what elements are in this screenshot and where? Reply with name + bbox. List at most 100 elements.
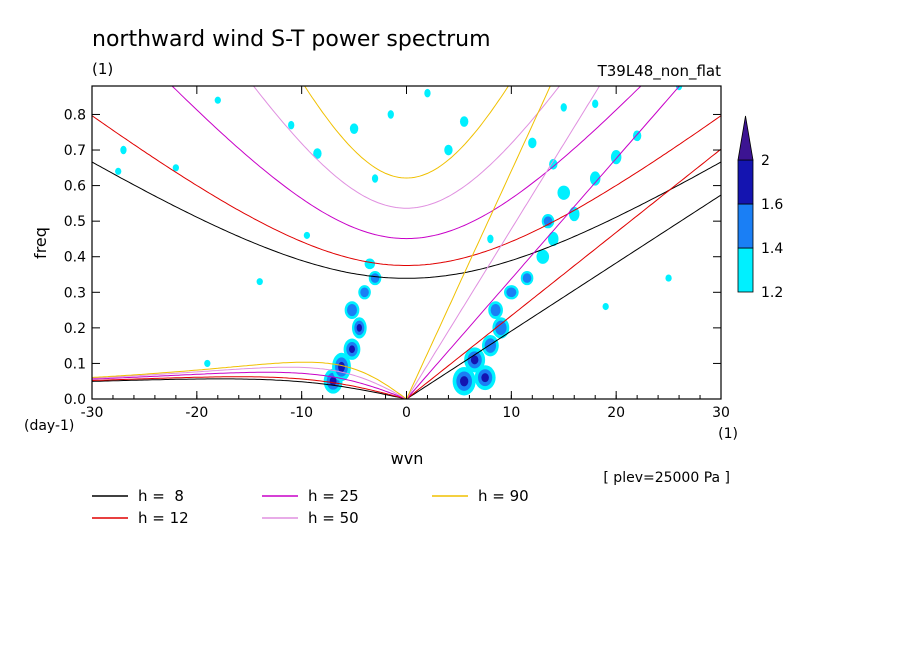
contour-blob (256, 278, 263, 286)
plot-frame (91, 85, 722, 400)
contour-blob (548, 231, 559, 247)
contour-blob (459, 116, 469, 127)
spectrum-contours (115, 86, 683, 396)
colorbar-segment (737, 159, 754, 205)
colorbar-label: 1.2 (761, 285, 783, 301)
x-tick-label: -30 (81, 405, 104, 421)
y-tick-label: 0.1 (64, 356, 86, 372)
dispersion-curves (92, 86, 721, 399)
ig-curve (252, 86, 561, 209)
rossby-curve (92, 376, 407, 399)
contour-blob (371, 174, 379, 183)
contour-blob (484, 338, 497, 353)
contour-blob (120, 145, 127, 155)
chart-title: northward wind S-T power spectrum (92, 27, 491, 52)
contour-blob (360, 287, 369, 298)
contour-blob (346, 304, 357, 317)
contour-blob (487, 234, 494, 244)
y-unit-label: (day-1) (24, 418, 74, 434)
legend-label: h = 90 (478, 487, 529, 505)
y-tick-label: 0.0 (64, 392, 86, 408)
contour-blob (424, 88, 431, 98)
legend-label: h = 50 (308, 509, 359, 527)
x-axis-label: wvn (391, 449, 424, 468)
legend: h = 8 h = 12 h = 25 h = 50 h = 90 (92, 487, 529, 527)
contour-blob (460, 376, 469, 387)
contour-blob (632, 130, 642, 142)
rossby-curve (92, 378, 407, 399)
contour-blob (356, 324, 362, 332)
kelvin-curve (406, 86, 601, 399)
units-label: (1) (92, 60, 113, 78)
x-tick-label: 30 (712, 405, 730, 421)
contour-blob (338, 361, 345, 373)
y-tick-label: 0.6 (64, 179, 86, 195)
ig-curve (92, 161, 721, 279)
rossby-curve (92, 366, 407, 399)
ig-curve (92, 115, 721, 266)
rossby-curve (92, 361, 407, 399)
contour-blob (313, 148, 322, 159)
ig-curve (171, 86, 642, 240)
x-tick-label: -10 (290, 405, 313, 421)
contour-blob (204, 359, 211, 367)
legend-label: h = 12 (138, 509, 189, 527)
contour-blob (444, 144, 453, 156)
y-tick-label: 0.3 (64, 285, 86, 301)
contour-blob (536, 249, 550, 264)
x-axis: -30 -20 -10 0 10 20 30 (81, 86, 730, 421)
y-axis: 0.0 0.1 0.2 0.3 0.4 0.5 0.6 0.7 0.8 (64, 107, 721, 408)
x-tick-label: -20 (185, 405, 208, 421)
y-tick-label: 0.8 (64, 107, 86, 123)
contour-blob (549, 158, 558, 170)
y-tick-label: 0.4 (64, 250, 86, 266)
contour-blob (387, 110, 394, 119)
rossby-curve (92, 371, 407, 399)
contour-blob (522, 273, 532, 283)
y-tick-label: 0.5 (64, 214, 86, 230)
contour-blob (370, 273, 380, 283)
contour-blob (557, 185, 571, 200)
colorbar: 1.2 1.4 1.6 2 (737, 115, 783, 301)
contour-blob (172, 164, 180, 172)
contour-blob (303, 231, 311, 239)
kelvin-curve (406, 194, 721, 399)
contour-blob (348, 345, 356, 354)
ig-curve (304, 86, 509, 179)
contour-blob (602, 302, 609, 311)
x-tick-label: 20 (607, 405, 625, 421)
y-tick-label: 0.7 (64, 143, 86, 159)
colorbar-label: 2 (761, 153, 770, 169)
contour-blob (665, 274, 672, 282)
contour-blob (592, 99, 599, 109)
contour-blob (470, 355, 479, 365)
colorbar-segment (737, 203, 754, 249)
contour-blob (506, 287, 517, 298)
contour-blob (364, 258, 376, 270)
contour-blob (568, 206, 580, 222)
contour-blob (349, 123, 359, 135)
contour-blob (560, 103, 567, 112)
pressure-level-note: [ plev=25000 Pa ] (603, 470, 730, 486)
kelvin-curve (406, 86, 551, 399)
colorbar-segment (737, 247, 754, 293)
contour-blob (528, 137, 537, 149)
contour-blob (675, 86, 683, 91)
contour-blob (589, 171, 601, 186)
legend-label: h = 25 (308, 487, 359, 505)
contour-blob (495, 320, 507, 336)
contour-blob (214, 96, 221, 104)
y-tick-label: 0.2 (64, 321, 86, 337)
x-unit-label: (1) (718, 426, 738, 442)
x-tick-label: 0 (402, 405, 411, 421)
kelvin-curve (406, 148, 721, 399)
y-axis-label: freq (31, 227, 50, 259)
contour-blob (610, 150, 622, 165)
experiment-label: T39L48_non_flat (597, 62, 722, 81)
colorbar-arrow (737, 115, 754, 161)
colorbar-label: 1.6 (761, 197, 783, 213)
contour-blob (288, 120, 295, 130)
legend-label: h = 8 (138, 487, 184, 505)
contour-blob (481, 373, 489, 383)
